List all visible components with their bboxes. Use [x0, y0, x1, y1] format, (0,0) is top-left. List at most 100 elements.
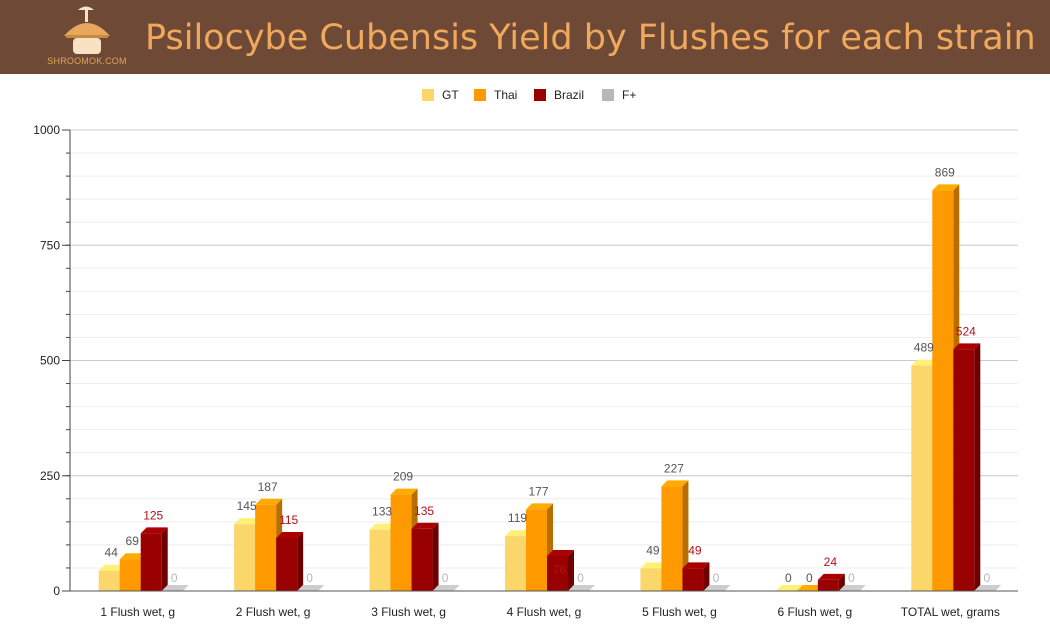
data-label: 49: [646, 543, 660, 557]
data-label: 44: [105, 546, 119, 560]
bar-front: [682, 568, 704, 591]
bar-top: [161, 585, 189, 591]
legend-label: F+: [622, 88, 636, 102]
bar-front: [140, 533, 162, 591]
bar-top: [953, 343, 981, 350]
bar-front: [119, 559, 141, 591]
bar: [661, 480, 689, 591]
header-bar: SHROOMOK.COM Psilocybe Cubensis Yield by…: [0, 0, 1050, 74]
data-label: 119: [508, 511, 527, 525]
bar-top: [390, 488, 418, 495]
x-tick-label: TOTAL wet, grams: [901, 605, 1000, 619]
bar-top: [640, 562, 668, 569]
bar-front: [932, 190, 954, 591]
bar-top: [838, 585, 866, 591]
mushroom-icon: [64, 6, 110, 54]
data-label: 125: [143, 508, 163, 522]
data-label: 0: [713, 571, 720, 585]
data-label: 49: [688, 543, 702, 557]
data-label: 177: [528, 484, 548, 498]
data-label: 24: [824, 555, 838, 569]
bar-top: [703, 585, 731, 591]
y-tick-label: 0: [53, 584, 60, 598]
bar-side: [161, 527, 168, 591]
x-axis: 1 Flush wet, g 2 Flush wet, g 3 Flush wet,…: [70, 590, 1018, 619]
bar-side: [432, 522, 439, 591]
bar-top: [547, 549, 574, 556]
bar-front: [953, 349, 975, 591]
bar-front: [276, 537, 298, 591]
x-tick-label: 6 Flush wet, g: [778, 605, 853, 619]
x-tick-label: 4 Flush wet, g: [507, 605, 582, 619]
data-label: 0: [848, 571, 855, 585]
bar-top: [911, 359, 939, 366]
bar-top: [297, 585, 325, 591]
bar: [682, 562, 710, 591]
chart-legend: GT Thai Brazil F+: [422, 88, 636, 102]
bar-side: [703, 562, 710, 591]
data-label: 0: [306, 571, 313, 585]
bar-front: [505, 536, 526, 591]
bar-front: [547, 555, 568, 591]
bar-front: [411, 528, 433, 591]
legend-swatch: [602, 89, 614, 101]
page-title: Psilocybe Cubensis Yield by Flushes for …: [145, 18, 1036, 58]
bar-front: [661, 486, 683, 591]
data-label: 187: [258, 480, 278, 494]
legend-swatch: [422, 89, 434, 101]
bar-front: [390, 494, 412, 591]
bar-top: [411, 522, 439, 529]
legend-item: GT: [422, 88, 459, 102]
bar-top: [526, 503, 553, 510]
bar-side: [297, 531, 304, 591]
bar-top: [505, 530, 532, 537]
bar-top: [817, 573, 845, 580]
bar-front: [255, 504, 277, 591]
bar-top: [276, 531, 304, 538]
logo-text: SHROOMOK.COM: [47, 56, 127, 66]
legend-swatch: [534, 89, 546, 101]
data-label: 115: [279, 513, 298, 527]
bar-front: [640, 568, 662, 591]
bar-top: [98, 564, 126, 571]
bar-top: [369, 523, 397, 530]
data-label: 0: [983, 571, 990, 585]
y-axis: 0 250 500 750 1000: [33, 123, 71, 598]
data-label: 0: [785, 571, 792, 585]
bar: [140, 527, 168, 591]
data-label: 133: [372, 505, 392, 519]
bar-top: [796, 585, 824, 591]
bar: [276, 531, 304, 591]
legend-swatch: [474, 89, 486, 101]
bar: [526, 503, 553, 591]
bar-top: [775, 585, 803, 591]
bar-side: [838, 573, 845, 591]
bar-top: [682, 562, 710, 569]
data-label: 209: [393, 470, 413, 484]
data-label: 135: [414, 504, 434, 518]
logo: SHROOMOK.COM: [44, 4, 130, 70]
legend-item: Thai: [474, 88, 517, 102]
legend-label: GT: [442, 88, 459, 102]
bar-front: [911, 365, 933, 591]
bar-side: [974, 343, 981, 591]
bar-side: [568, 549, 574, 591]
bar-top: [255, 498, 283, 505]
legend-label: Brazil: [554, 88, 584, 102]
bar: [817, 573, 845, 591]
data-label: 489: [914, 341, 934, 355]
legend-item: F+: [602, 88, 636, 102]
data-label: 0: [806, 571, 813, 585]
bar-front: [234, 524, 256, 591]
data-label: 76: [553, 563, 567, 577]
bar-top: [140, 527, 168, 534]
x-tick-label: 5 Flush wet, g: [642, 605, 717, 619]
data-label: 69: [126, 534, 140, 548]
data-label: 0: [171, 571, 178, 585]
bar-top: [974, 585, 1002, 591]
chart-bars: [98, 184, 1002, 592]
data-label: 227: [664, 461, 684, 475]
bar: [411, 522, 439, 591]
legend-item: Brazil: [534, 88, 584, 102]
